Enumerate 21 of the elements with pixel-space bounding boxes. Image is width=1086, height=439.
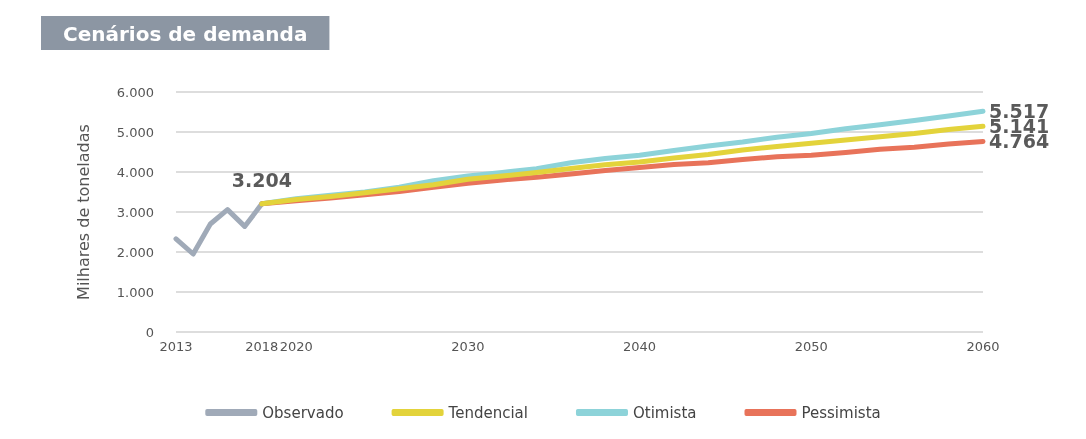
x-tick-label: 2040 <box>623 339 657 354</box>
y-tick-label: 2.000 <box>116 244 154 260</box>
x-tick-label: 2050 <box>794 339 828 354</box>
x-tick-label: 2013 <box>159 339 193 354</box>
y-tick-label: 4.000 <box>116 164 154 180</box>
x-tick-label: 2060 <box>966 339 1000 354</box>
y-tick-label: 1.000 <box>116 284 154 300</box>
legend-label: Tendencial <box>447 403 528 422</box>
x-tick-label: 2020 <box>279 339 313 354</box>
y-tick-label: 3.000 <box>116 204 154 220</box>
y-tick-label: 6.000 <box>116 84 154 100</box>
y-tick-label: 5.000 <box>116 124 154 140</box>
data-label: 3.204 <box>231 169 292 192</box>
legend-label: Observado <box>262 403 344 422</box>
x-tick-label: 2030 <box>451 339 485 354</box>
y-axis-title: Milhares de toneladas <box>73 124 93 300</box>
chart-title: Cenários de demanda <box>63 22 308 46</box>
legend-label: Pessimista <box>801 403 881 422</box>
legend-label: Otimista <box>632 403 697 422</box>
x-tick-label: 2018 <box>245 339 279 354</box>
y-tick-label: 0 <box>145 324 154 340</box>
